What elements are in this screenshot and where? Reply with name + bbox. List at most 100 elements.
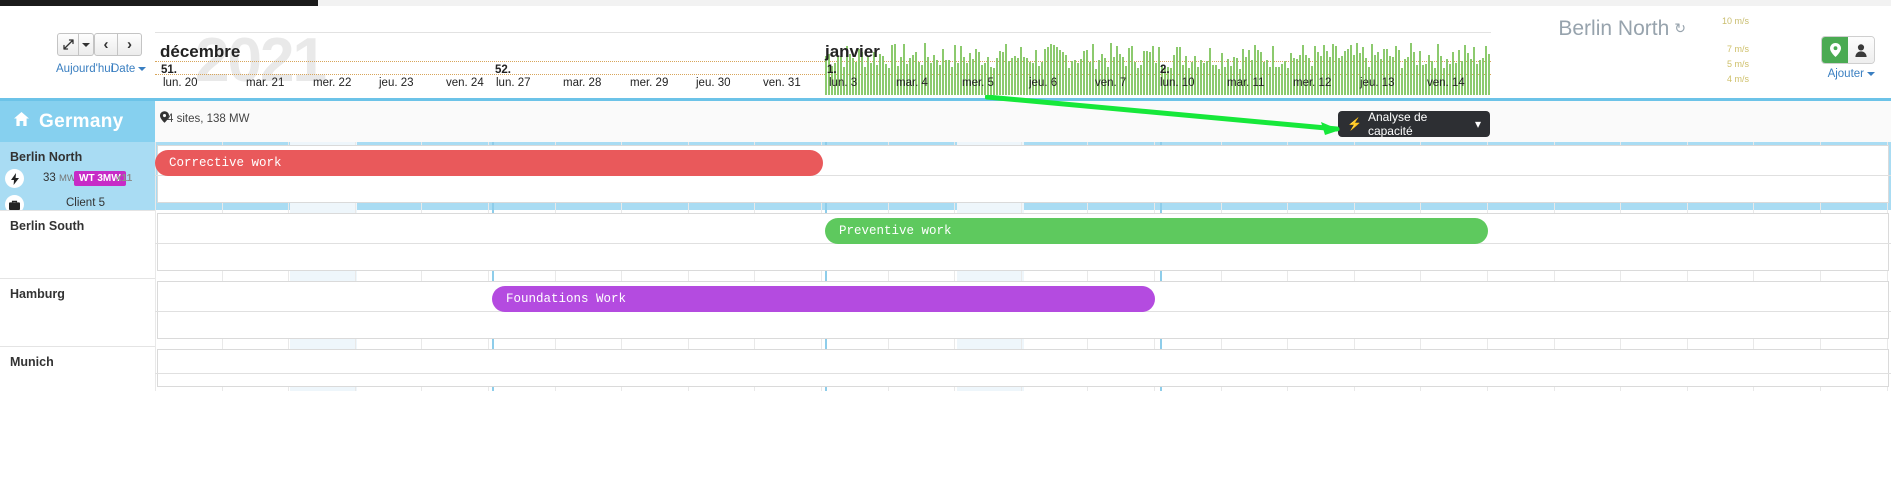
wind-bar [1314, 45, 1316, 95]
day-label: ven. 14 [1427, 77, 1465, 89]
wind-axis-label: 4 m/s [1726, 74, 1749, 84]
wind-bar [1245, 57, 1247, 95]
wind-bar [1167, 66, 1169, 95]
week-label: 2. [1160, 64, 1170, 76]
wind-bar [915, 51, 917, 95]
wind-bar [1443, 68, 1445, 95]
refresh-icon[interactable]: ↻ [1674, 20, 1686, 36]
chevron-down-icon: ▾ [1474, 117, 1481, 131]
wind-bar [1299, 54, 1301, 95]
wind-bar [1326, 51, 1328, 95]
next-button[interactable]: › [118, 33, 142, 56]
wind-bar [1257, 50, 1259, 95]
wind-bar [1137, 68, 1139, 95]
wind-bar [1251, 60, 1253, 95]
sidebar-country-header[interactable]: Germany [0, 101, 155, 142]
wind-bar [1410, 43, 1412, 95]
wind-bar [1107, 66, 1109, 95]
task-bar[interactable]: Corrective work [155, 150, 823, 176]
wind-bar [864, 67, 866, 95]
wind-bar [1056, 46, 1058, 95]
wind-bar [1038, 65, 1040, 95]
month-label: janvier [825, 42, 880, 61]
wind-bar [1014, 56, 1016, 95]
wind-bar [1398, 50, 1400, 95]
sidebar-item-berlin-south[interactable]: Berlin South [0, 210, 155, 278]
site-power: 33 MW [43, 172, 76, 184]
expand-button[interactable] [57, 33, 79, 56]
wind-bar [1278, 67, 1280, 95]
wind-bar [1431, 60, 1433, 95]
wind-bar [1362, 47, 1364, 95]
wind-bar [957, 62, 959, 95]
wind-bar [1200, 59, 1202, 95]
zoom-dropdown-button[interactable] [79, 33, 94, 56]
wind-bar [1305, 55, 1307, 95]
wind-bar [852, 58, 854, 95]
wind-bar [1425, 63, 1427, 95]
wind-bar [978, 52, 980, 95]
week-label: 52. [495, 64, 511, 76]
wind-bar [900, 57, 902, 95]
wind-bar [1221, 52, 1223, 95]
row-lane [157, 349, 1889, 387]
wind-bar [1374, 54, 1376, 95]
previous-button[interactable]: ‹ [94, 33, 118, 56]
wind-bar [1002, 52, 1004, 95]
wind-bar [1440, 55, 1442, 95]
wind-bar [1047, 46, 1049, 95]
timeline-header: 2021 décembre janvier 51. 52. 1. 2. lun. 20 m… [155, 6, 1491, 98]
wind-bar [1227, 58, 1229, 95]
view-toggle-buttons [1821, 36, 1875, 64]
wind-bar [1467, 53, 1469, 95]
wind-bar [1095, 68, 1097, 95]
task-bar[interactable]: Foundations Work [492, 286, 1155, 312]
map-view-button[interactable] [1822, 37, 1848, 63]
add-dropdown-link[interactable]: Ajouter [1828, 68, 1875, 80]
wind-axis-label: 5 m/s [1726, 59, 1749, 69]
wind-bar [1359, 52, 1361, 95]
sidebar-item-munich[interactable]: Munich [0, 346, 155, 391]
wind-bar [1191, 61, 1193, 95]
sidebar-item-berlin-north[interactable]: Berlin North 33 MW WT 3MW x11 Client 5 [0, 142, 155, 214]
task-bar[interactable]: Preventive work [825, 218, 1488, 244]
sidebar-item-hamburg[interactable]: Hamburg [0, 278, 155, 346]
wind-bar [1080, 58, 1082, 95]
home-icon [14, 112, 29, 131]
sidebar-item-label: Berlin North [10, 150, 83, 164]
wind-bar [1437, 44, 1439, 95]
wind-bar [969, 53, 971, 95]
wind-bar [1281, 64, 1283, 95]
wind-bar [1260, 52, 1262, 95]
day-label: mar. 4 [896, 77, 928, 89]
wind-bar [1407, 56, 1409, 95]
wind-bar [1464, 45, 1466, 95]
wind-bar [1392, 57, 1394, 95]
wind-bar [1353, 54, 1355, 95]
wind-bar [1470, 58, 1472, 95]
wind-bar [909, 58, 911, 95]
wind-bar [1413, 51, 1415, 95]
wind-bar [1368, 67, 1370, 95]
lane-separator [155, 373, 1891, 374]
capacity-analysis-label: Analyse de capacité [1367, 110, 1428, 138]
people-view-button[interactable] [1848, 37, 1874, 63]
wind-bar [1263, 62, 1265, 95]
today-link[interactable]: Aujourd'hui [56, 63, 114, 75]
wind-bar [1347, 48, 1349, 95]
wind-bar [1194, 56, 1196, 95]
wind-bar [1197, 67, 1199, 95]
wind-bar [837, 57, 839, 95]
wind-bar [1482, 58, 1484, 95]
add-label: Ajouter [1827, 68, 1864, 80]
timeline-header-right: Berlin North ↻ 10 m/s 7 m/s 5 m/s 4 m/s Ajou… [1491, 6, 1891, 98]
wind-bar [936, 60, 938, 95]
capacity-analysis-button[interactable]: ⚡ Analyse de capacité ▾ [1338, 110, 1490, 138]
wind-bar [1332, 43, 1334, 95]
date-dropdown-link[interactable]: Date [111, 63, 147, 75]
wind-bar [1284, 61, 1286, 95]
wind-bar [1140, 65, 1142, 95]
wind-bar [1422, 64, 1424, 95]
chevron-down-icon [82, 42, 90, 47]
wind-bar [1356, 43, 1358, 95]
